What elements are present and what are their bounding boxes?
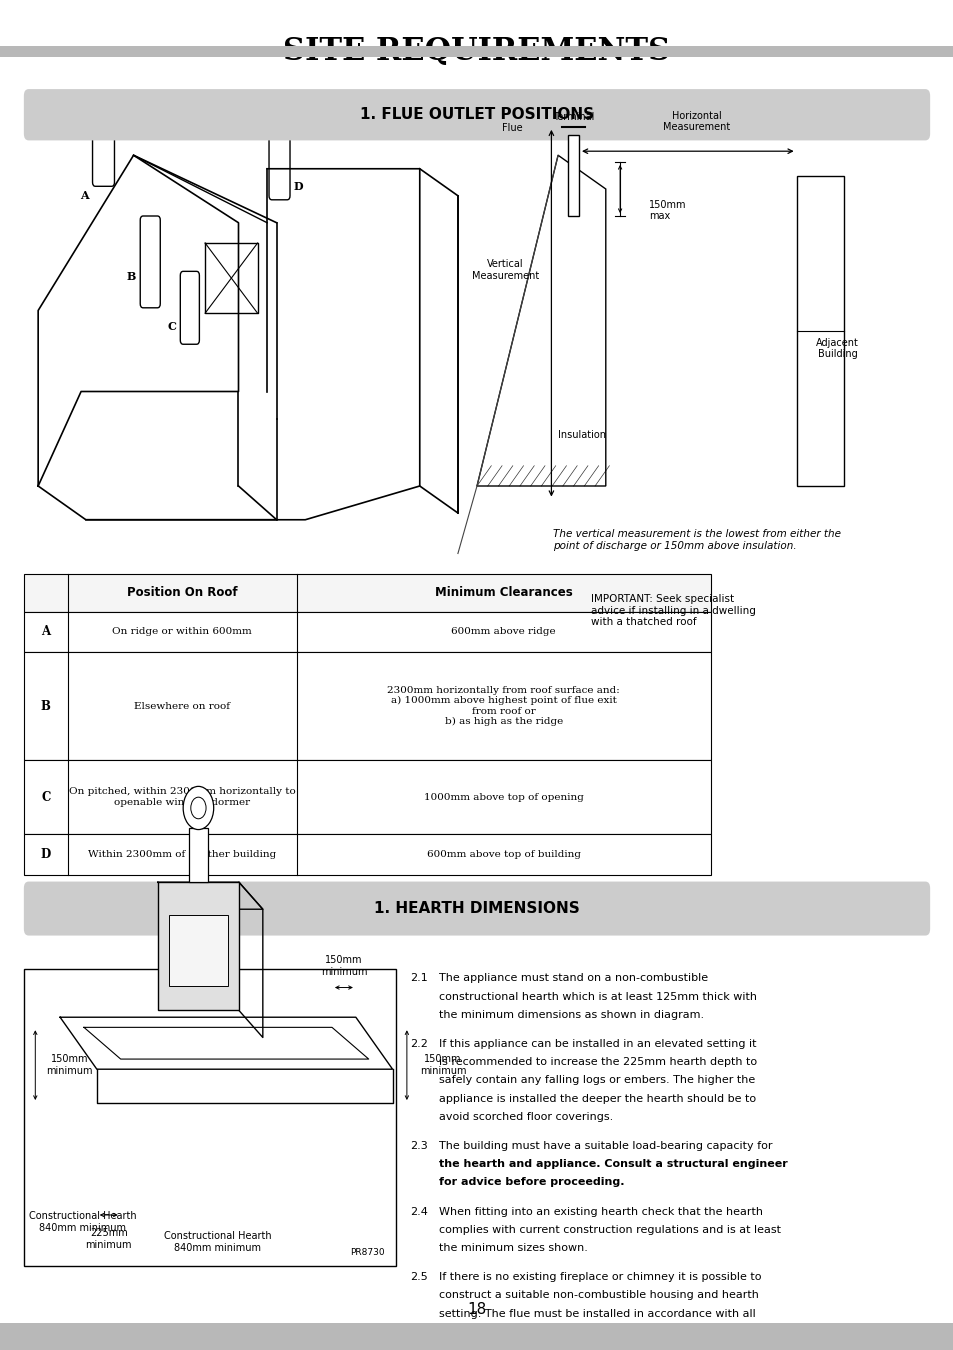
Text: If this appliance can be installed in an elevated setting it: If this appliance can be installed in an…: [438, 1040, 756, 1049]
Text: On ridge or within 600mm: On ridge or within 600mm: [112, 628, 252, 636]
Text: Within 2300mm of another building: Within 2300mm of another building: [88, 850, 276, 859]
Text: SITE REQUIREMENTS: SITE REQUIREMENTS: [283, 36, 670, 66]
FancyBboxPatch shape: [140, 216, 160, 308]
Bar: [170, 915, 227, 986]
Text: D: D: [294, 181, 303, 192]
FancyBboxPatch shape: [92, 122, 114, 186]
Text: Adjacent
Building: Adjacent Building: [816, 338, 858, 359]
Text: 600mm above ridge: 600mm above ridge: [451, 628, 556, 636]
Text: C: C: [41, 791, 51, 803]
Polygon shape: [476, 155, 605, 486]
Text: C: C: [167, 321, 176, 332]
Text: setting. The flue must be installed in accordance with all: setting. The flue must be installed in a…: [438, 1308, 755, 1319]
Text: avoid scorched floor coverings.: avoid scorched floor coverings.: [438, 1112, 613, 1122]
Text: Vertical
Measurement: Vertical Measurement: [472, 259, 538, 281]
Text: 2.3: 2.3: [410, 1141, 428, 1152]
Bar: [24, 652, 710, 760]
Text: 2.1: 2.1: [410, 973, 428, 983]
Text: B: B: [41, 699, 51, 713]
Text: 150mm
minimum: 150mm minimum: [419, 1054, 466, 1076]
Text: for advice before proceeding.: for advice before proceeding.: [438, 1177, 623, 1188]
Bar: [24, 574, 710, 612]
Text: constructional hearth which is at least 125mm thick with: constructional hearth which is at least …: [438, 992, 756, 1002]
Circle shape: [191, 796, 206, 818]
Bar: [157, 883, 238, 1010]
Bar: [0, 1323, 953, 1350]
Text: When fitting into an existing hearth check that the hearth: When fitting into an existing hearth che…: [438, 1207, 762, 1216]
Text: 225mm
minimum: 225mm minimum: [86, 1228, 132, 1250]
Text: Elsewhere on roof: Elsewhere on roof: [134, 702, 230, 710]
Text: 18: 18: [467, 1301, 486, 1318]
Text: Insulation: Insulation: [558, 429, 605, 440]
Text: Constructional Hearth
840mm minimum: Constructional Hearth 840mm minimum: [30, 1211, 136, 1233]
Text: 2.2: 2.2: [410, 1040, 428, 1049]
Bar: [189, 829, 208, 883]
Text: local and national regulations and current rules in force.: local and national regulations and curre…: [438, 1327, 752, 1336]
Text: 2300mm horizontally from roof surface and:
a) 1000mm above highest point of flue: 2300mm horizontally from roof surface an…: [387, 686, 619, 726]
Text: A: A: [79, 190, 89, 201]
Text: PR8730: PR8730: [350, 1249, 384, 1257]
Text: appliance is installed the deeper the hearth should be to: appliance is installed the deeper the he…: [438, 1094, 755, 1104]
Circle shape: [183, 786, 213, 829]
Text: complies with current construction regulations and is at least: complies with current construction regul…: [438, 1224, 780, 1235]
Text: The vertical measurement is the lowest from either the
point of discharge or 150: The vertical measurement is the lowest f…: [553, 529, 841, 551]
Text: the minimum dimensions as shown in diagram.: the minimum dimensions as shown in diagr…: [438, 1010, 703, 1019]
Text: the hearth and appliance. Consult a structural engineer: the hearth and appliance. Consult a stru…: [438, 1160, 787, 1169]
Text: 2.5: 2.5: [410, 1272, 428, 1282]
Text: 1000mm above top of opening: 1000mm above top of opening: [423, 792, 583, 802]
Text: The appliance must stand on a non-combustible: The appliance must stand on a non-combus…: [438, 973, 707, 983]
Text: On pitched, within 2300mm horizontally to
openable window, dormer: On pitched, within 2300mm horizontally t…: [69, 787, 295, 807]
Text: the minimum sizes shown.: the minimum sizes shown.: [438, 1243, 587, 1253]
Text: 150mm
minimum: 150mm minimum: [47, 1054, 92, 1076]
Text: Minimum Clearances: Minimum Clearances: [435, 586, 572, 599]
Bar: [796, 176, 843, 486]
Bar: [567, 135, 578, 216]
Text: IMPORTANT: Seek specialist
advice if installing in a dwelling
with a thatched ro: IMPORTANT: Seek specialist advice if ins…: [591, 594, 756, 628]
Text: Constructional Hearth
840mm minimum: Constructional Hearth 840mm minimum: [164, 1231, 271, 1253]
Text: 600mm above top of building: 600mm above top of building: [426, 850, 580, 859]
Text: D: D: [41, 848, 51, 861]
Text: 1. HEARTH DIMENSIONS: 1. HEARTH DIMENSIONS: [374, 900, 579, 917]
Bar: [24, 969, 395, 1266]
Text: construct a suitable non-combustible housing and hearth: construct a suitable non-combustible hou…: [438, 1291, 758, 1300]
Text: safely contain any falling logs or embers. The higher the: safely contain any falling logs or ember…: [438, 1076, 754, 1085]
FancyBboxPatch shape: [269, 100, 290, 200]
FancyBboxPatch shape: [24, 882, 929, 936]
FancyBboxPatch shape: [24, 89, 929, 140]
Text: 2.4: 2.4: [410, 1207, 428, 1216]
Text: The building must have a suitable load-bearing capacity for: The building must have a suitable load-b…: [438, 1141, 772, 1152]
FancyBboxPatch shape: [180, 271, 199, 344]
Text: 150mm
minimum: 150mm minimum: [320, 956, 367, 977]
Text: 1. FLUE OUTLET POSITIONS: 1. FLUE OUTLET POSITIONS: [359, 107, 594, 123]
Bar: [24, 760, 710, 834]
Text: Position On Roof: Position On Roof: [127, 586, 237, 599]
Bar: [24, 834, 710, 875]
Text: Horizontal
Measurement: Horizontal Measurement: [662, 111, 729, 132]
Text: Terminal: Terminal: [552, 112, 594, 123]
Text: A: A: [41, 625, 51, 639]
Text: B: B: [127, 271, 136, 282]
Text: Flue: Flue: [501, 123, 522, 134]
Text: If there is no existing fireplace or chimney it is possible to: If there is no existing fireplace or chi…: [438, 1272, 760, 1282]
Bar: [0, 46, 953, 57]
Bar: [24, 612, 710, 652]
Text: 150mm
max: 150mm max: [648, 200, 685, 221]
Text: is recommended to increase the 225mm hearth depth to: is recommended to increase the 225mm hea…: [438, 1057, 756, 1068]
